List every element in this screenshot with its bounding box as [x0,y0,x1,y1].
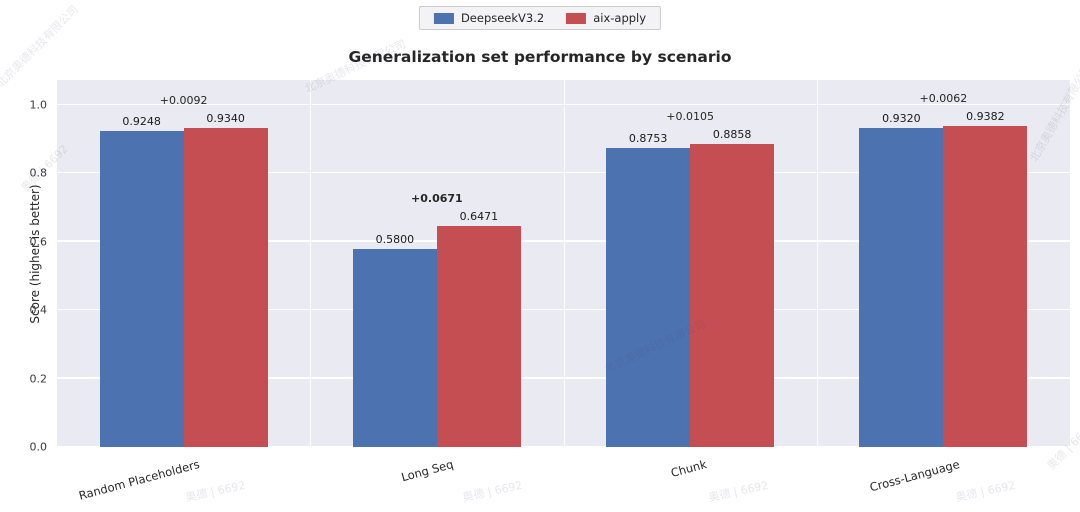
bar-aix-apply [943,126,1028,447]
bar-value-label: 0.5800 [375,232,415,246]
delta-label: +0.0092 [159,93,208,107]
y-tick-label: 0.2 [29,372,48,386]
legend: DeepseekV3.2 aix-apply [418,6,662,30]
bar-value-label: 0.9382 [966,110,1005,124]
legend-swatch-blue [433,12,454,24]
bar-deepseekv3-2 [859,128,944,447]
delta-label: +0.0671 [411,191,463,205]
bar-group: 0.9248 0.9340 +0.0092 [57,80,310,447]
y-tick-label: 0.4 [29,303,48,317]
bar-value-label: 0.9248 [122,114,161,128]
bar-deepseekv3-2 [99,130,184,447]
y-tick-label: 0.6 [29,235,48,249]
bar-aix-apply [690,144,775,447]
delta-label: +0.0105 [666,110,714,124]
bar-aix-apply [436,225,521,447]
y-axis: 0.0 0.2 0.4 0.6 0.8 1.0 [0,80,57,453]
legend-label: aix-apply [593,11,647,25]
bar-group: 0.5800 0.6471 +0.0671 [310,80,563,447]
x-axis: Random Placeholders Long Seq Chunk Cross-La… [57,449,1070,503]
chart-title: Generalization set performance by scenar… [348,48,732,66]
bar-value-label: 0.6471 [459,209,499,223]
legend-item-aix-apply: aix-apply [566,11,646,25]
bar-group: 0.9320 0.9382 +0.0062 [817,80,1070,447]
legend-label: DeepseekV3.2 [460,11,545,25]
watermark: 北京奥德科技有限公司 [0,2,81,90]
bar-value-label: 0.9340 [206,111,245,125]
bar-deepseekv3-2 [352,248,437,447]
x-tick-label: Chunk [668,457,708,480]
legend-item-deepseek: DeepseekV3.2 [433,11,545,25]
y-tick-label: 0.8 [29,166,48,180]
delta-label: +0.0062 [919,92,968,106]
plot-area: 0.9248 0.9340 +0.0092 0.5800 0.6471 +0.0671 0.… [57,80,1070,447]
y-tick-label: 1.0 [29,98,48,112]
gridline-vertical [563,80,565,447]
x-tick-label: Long Seq [399,457,455,485]
legend-swatch-red [566,12,587,24]
y-tick-label: 0.0 [29,440,48,454]
x-tick-label: Random Placeholders [77,457,202,503]
x-tick-label: Cross-Language [868,457,961,495]
bar-aix-apply [183,127,268,447]
bar-groups: 0.9248 0.9340 +0.0092 0.5800 0.6471 +0.0671 0.… [57,80,1070,447]
bar-deepseekv3-2 [606,147,691,447]
gridline-vertical [816,80,818,447]
bar-value-label: 0.8858 [712,128,752,142]
bar-value-label: 0.8753 [628,131,668,145]
bar-group: 0.8753 0.8858 +0.0105 [564,80,817,447]
gridline-vertical [310,80,312,447]
bar-value-label: 0.9320 [882,112,921,126]
